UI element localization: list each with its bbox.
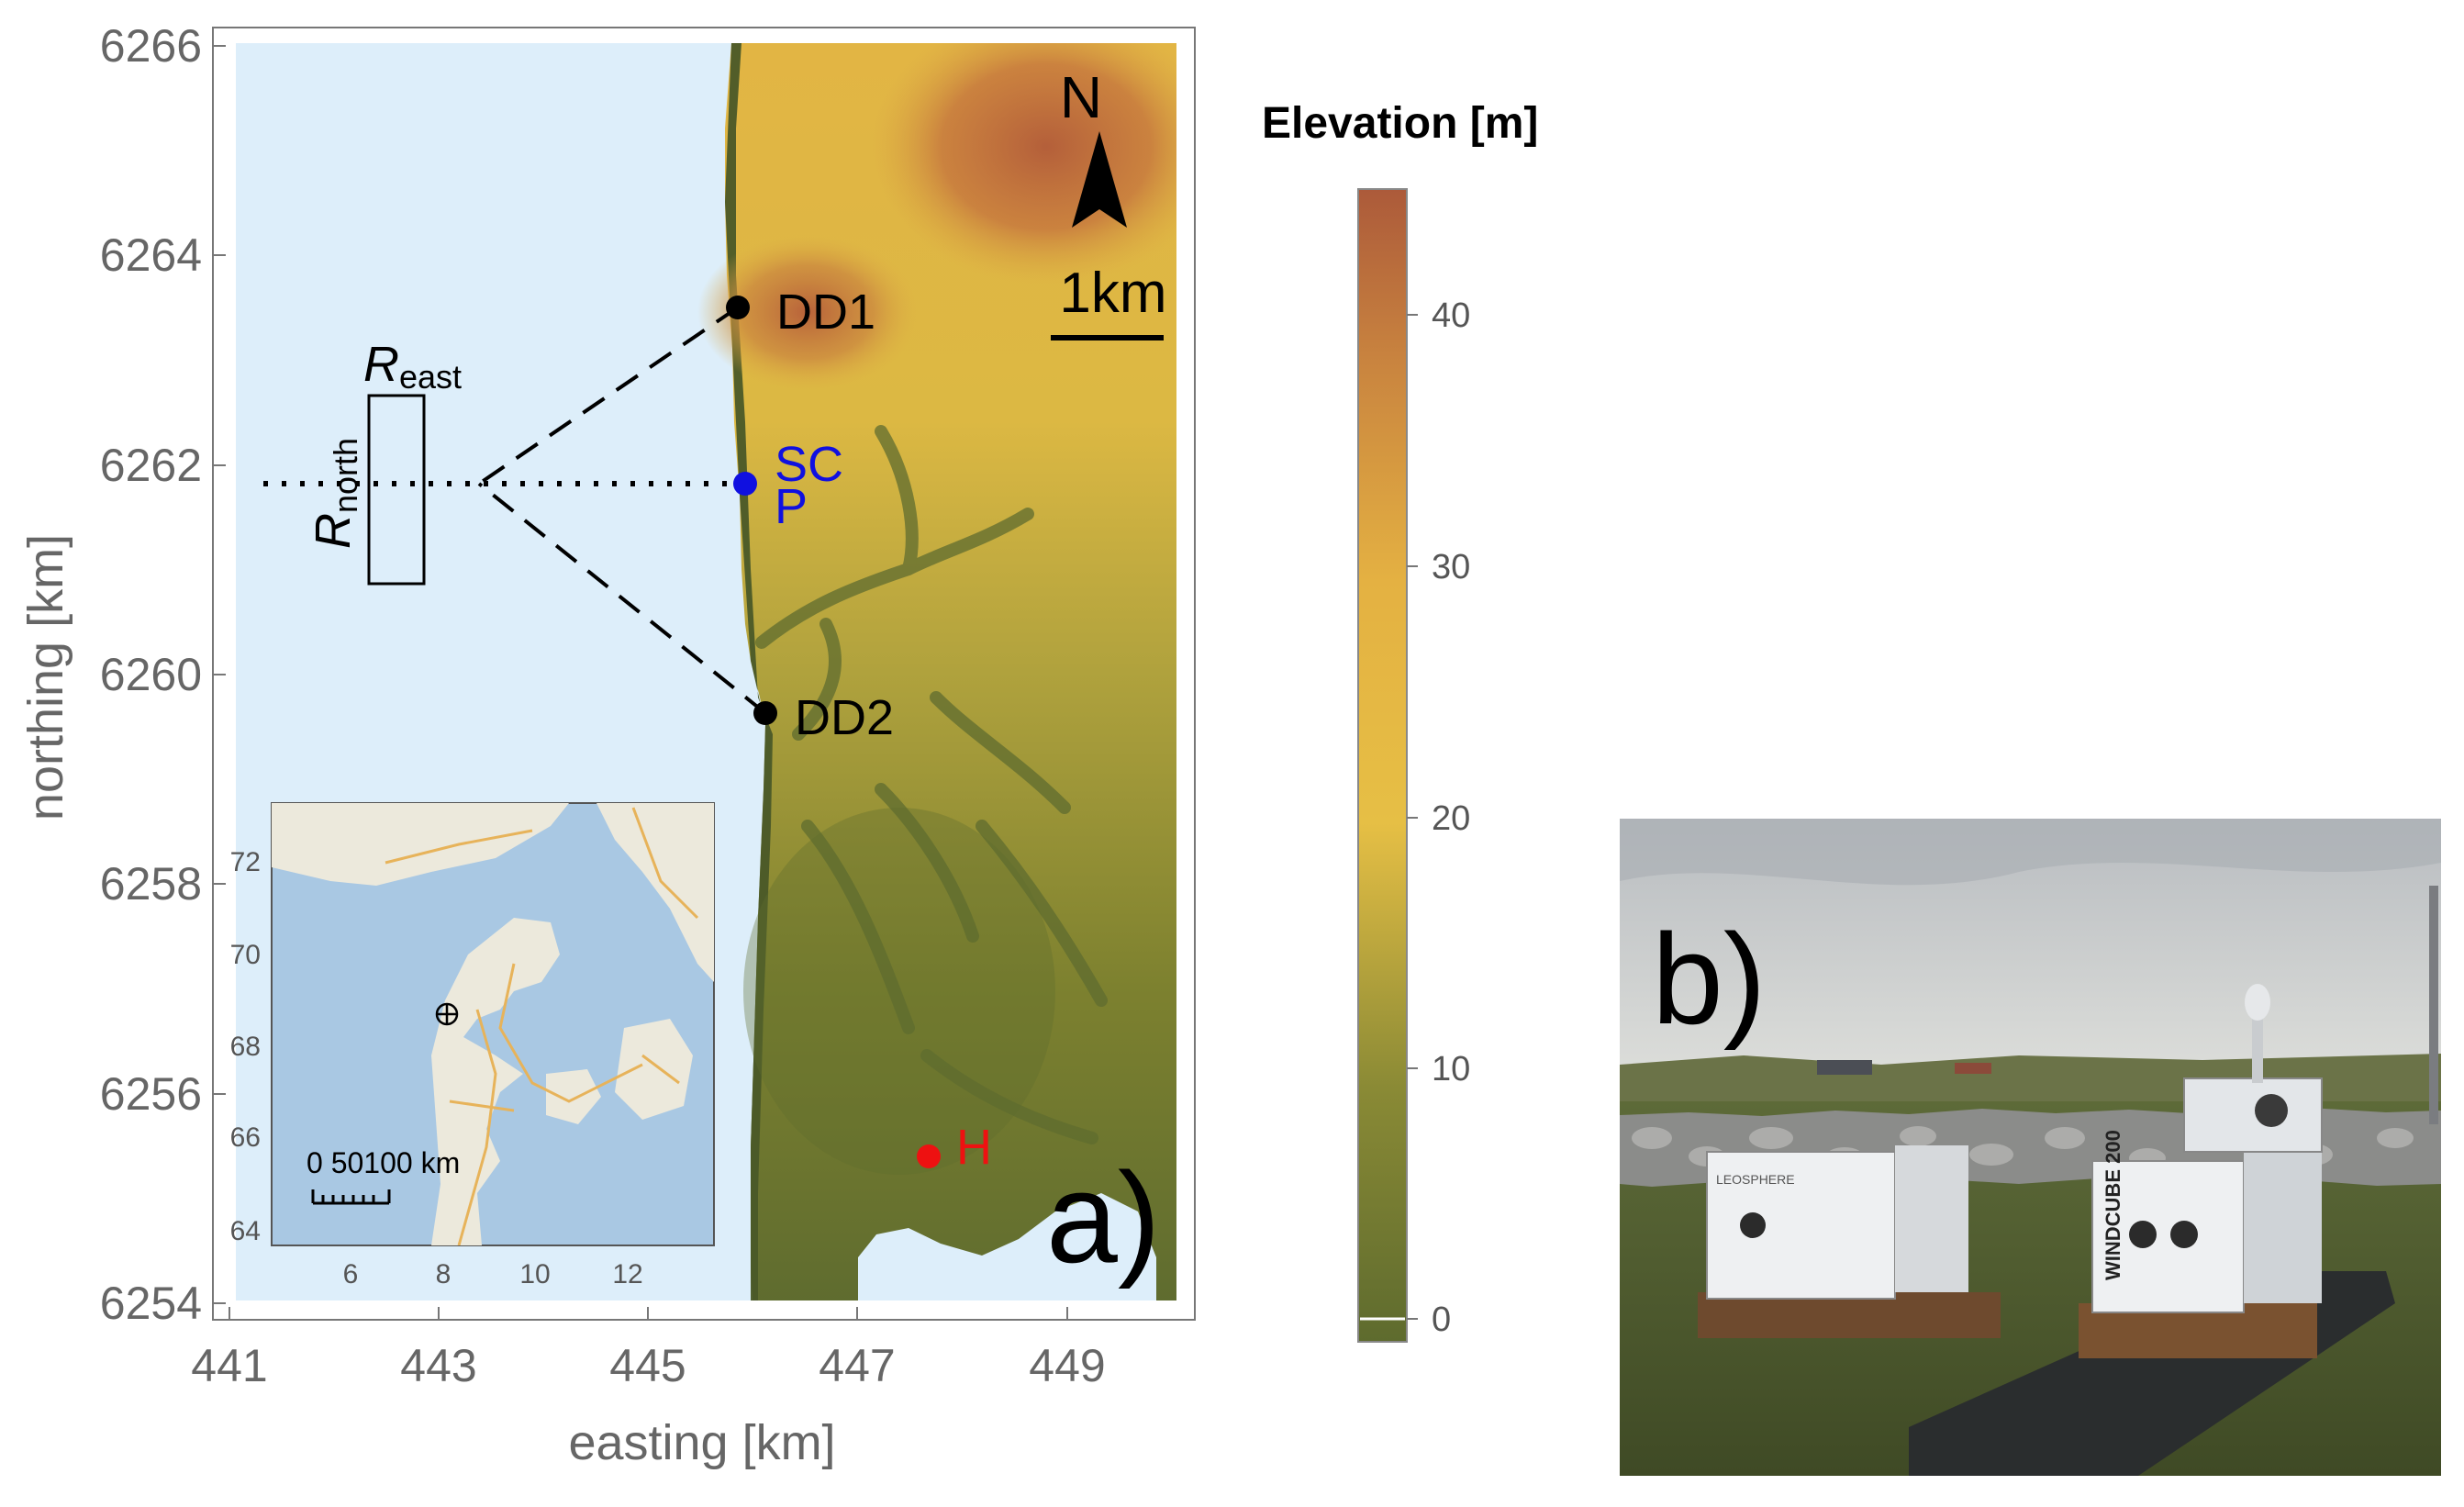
colorbar-title: Elevation [m] [1262,99,1538,148]
inset-ytick: 70 [230,940,261,970]
inset-xtick: 10 [519,1259,550,1289]
inset-ytick: 68 [230,1032,261,1062]
inset-zealand [615,1019,693,1120]
southern-bay [858,1193,1156,1300]
inset-sweden [596,803,714,982]
site-dd1-label: DD1 [776,285,875,340]
inset-roads [385,807,699,1245]
xtick-label: 449 [1029,1340,1105,1391]
north-label: N [1060,64,1102,130]
lidar-antenna-icon [2245,984,2270,1021]
lidar-mast [2252,1014,2263,1083]
xtick-label: 445 [609,1340,686,1391]
colorbar-tick-label: 10 [1432,1050,1470,1088]
site-dd1-marker [726,296,750,319]
valley-network [755,425,1108,1144]
inset-map: 0 50100 km 72 70 68 66 64 6 [230,802,715,1289]
panel-b-photo: LEOSPHERE WINDCUBE 200 b) [1620,819,2441,1476]
site-sc-label: SC [775,437,843,492]
inset-xtick: 12 [612,1259,642,1289]
lidar-right-port-icon [2170,1221,2198,1248]
lidar-right-brand: WINDCUBE 200 [2102,1130,2124,1280]
ytick-label: 6254 [100,1278,202,1329]
lidar-unit-right-side [2244,1147,2322,1303]
x-axis-title: easting [km] [568,1415,835,1470]
lidar-scanner-lens-icon [2255,1094,2288,1127]
dd1-beam [477,306,740,486]
photo-house [1955,1063,1991,1074]
inset-norway [272,803,569,886]
ytick-label: 6266 [100,20,202,72]
lowland-central [743,808,1055,1175]
highland-dd1 [697,234,918,390]
r-north-label: Rnorth [306,438,364,549]
colorbar-ramp [1357,188,1408,1343]
lidar-scanner-head [2183,1077,2323,1153]
colorbar-tick-label: 20 [1432,799,1470,838]
site-h-label: H [956,1120,992,1175]
lidar-left-brand: LEOSPHERE [1716,1172,1795,1187]
site-sc-marker [733,472,757,496]
sampling-region-rect [367,394,426,586]
lidar-right-port-icon [2129,1221,2157,1248]
north-arrow-icon [1072,131,1127,228]
colorbar-tick-label: 30 [1432,548,1470,586]
r-east-label: Reast [363,337,462,396]
panel-b-label: b) [1652,907,1766,1051]
photo-house [1817,1060,1872,1075]
inset-scale-bar [311,1189,391,1205]
y-axis [213,45,226,1304]
photo-clouds [1620,819,2441,886]
site-dd2-marker [753,701,777,725]
site-p-label: P [775,479,808,534]
x-axis [229,1307,1068,1320]
dd2-beam [477,482,767,715]
xtick-label: 447 [819,1340,895,1391]
y-axis-title: northing [km] [18,534,73,820]
x-tick-labels: 441 443 445 447 449 [191,1340,1105,1391]
panel-a-map: Reast Rnorth DD1 SC P DD2 H N 1km a) [18,20,1196,1470]
beam-lines [255,306,767,715]
ytick-label: 6258 [100,858,202,910]
lidar-unit-left-side [1895,1145,1968,1292]
xtick-label: 441 [191,1340,267,1391]
inset-funen [546,1069,601,1124]
photo-pallet-left [1698,1292,2001,1338]
ytick-label: 6262 [100,440,202,491]
inset-ytick: 64 [230,1216,261,1246]
site-h-marker [917,1144,941,1168]
highland-ne [872,43,1176,285]
colorbar-tick-label: 0 [1432,1300,1451,1339]
inset-ytick: 72 [230,847,261,877]
inset-xtick: 8 [436,1259,452,1289]
scale-bar-label: 1km [1059,262,1166,325]
inset-scale-label: 0 50100 km [307,1146,460,1179]
site-dd2-label: DD2 [795,690,894,745]
colorbar-tick-labels: 0 10 20 30 40 [1432,296,1470,1339]
elevation-colorbar: Elevation [m] 0 10 20 30 40 [1262,99,1538,1343]
lidar-unit-left [1706,1151,1896,1300]
xtick-label: 443 [400,1340,476,1391]
inset-ytick: 66 [230,1122,261,1153]
inset-xtick: 6 [343,1259,359,1289]
y-tick-labels: 6266 6264 6262 6260 6258 6256 6254 [100,20,202,1329]
ytick-label: 6264 [100,229,202,281]
ytick-label: 6260 [100,649,202,700]
colorbar-tick-label: 40 [1432,296,1470,335]
panel-a-label: a) [1046,1145,1160,1289]
ytick-label: 6256 [100,1068,202,1120]
photo-pole [2429,886,2438,1124]
inset-y-ticks: 72 70 68 66 64 [230,847,261,1246]
inset-x-ticks: 6 8 10 12 [343,1259,643,1289]
colorbar-ticks [1407,314,1418,1320]
lidar-left-port-icon [1740,1212,1766,1238]
